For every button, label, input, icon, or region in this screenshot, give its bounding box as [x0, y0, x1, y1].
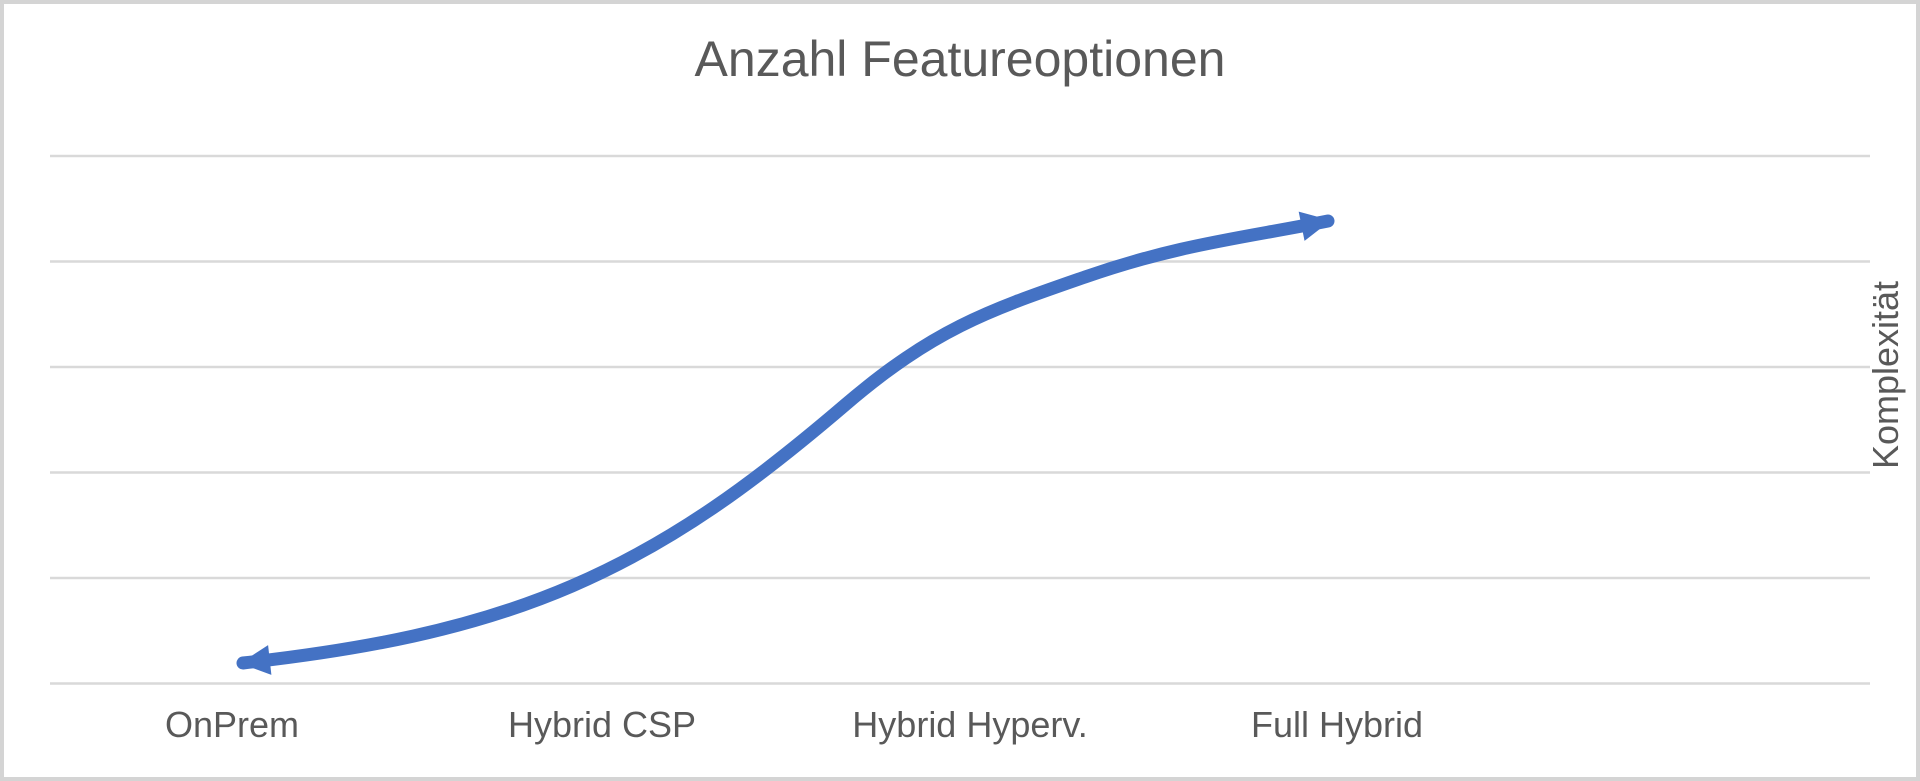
x-axis-label-full-hybrid: Full Hybrid: [1250, 704, 1424, 745]
x-axis-label-hybrid-hyperv: Hybrid Hyperv.: [852, 704, 1088, 745]
y-axis-title: Komplexität: [1865, 280, 1906, 470]
horizontal-gridlines: [50, 154, 1870, 685]
x-axis-label-onprem: OnPrem: [164, 704, 300, 745]
x-axis-label-hybrid-csp: Hybrid CSP: [507, 704, 697, 745]
chart-title: Anzahl Featureoptionen: [694, 31, 1226, 87]
complexity-curve: [236, 211, 1335, 675]
